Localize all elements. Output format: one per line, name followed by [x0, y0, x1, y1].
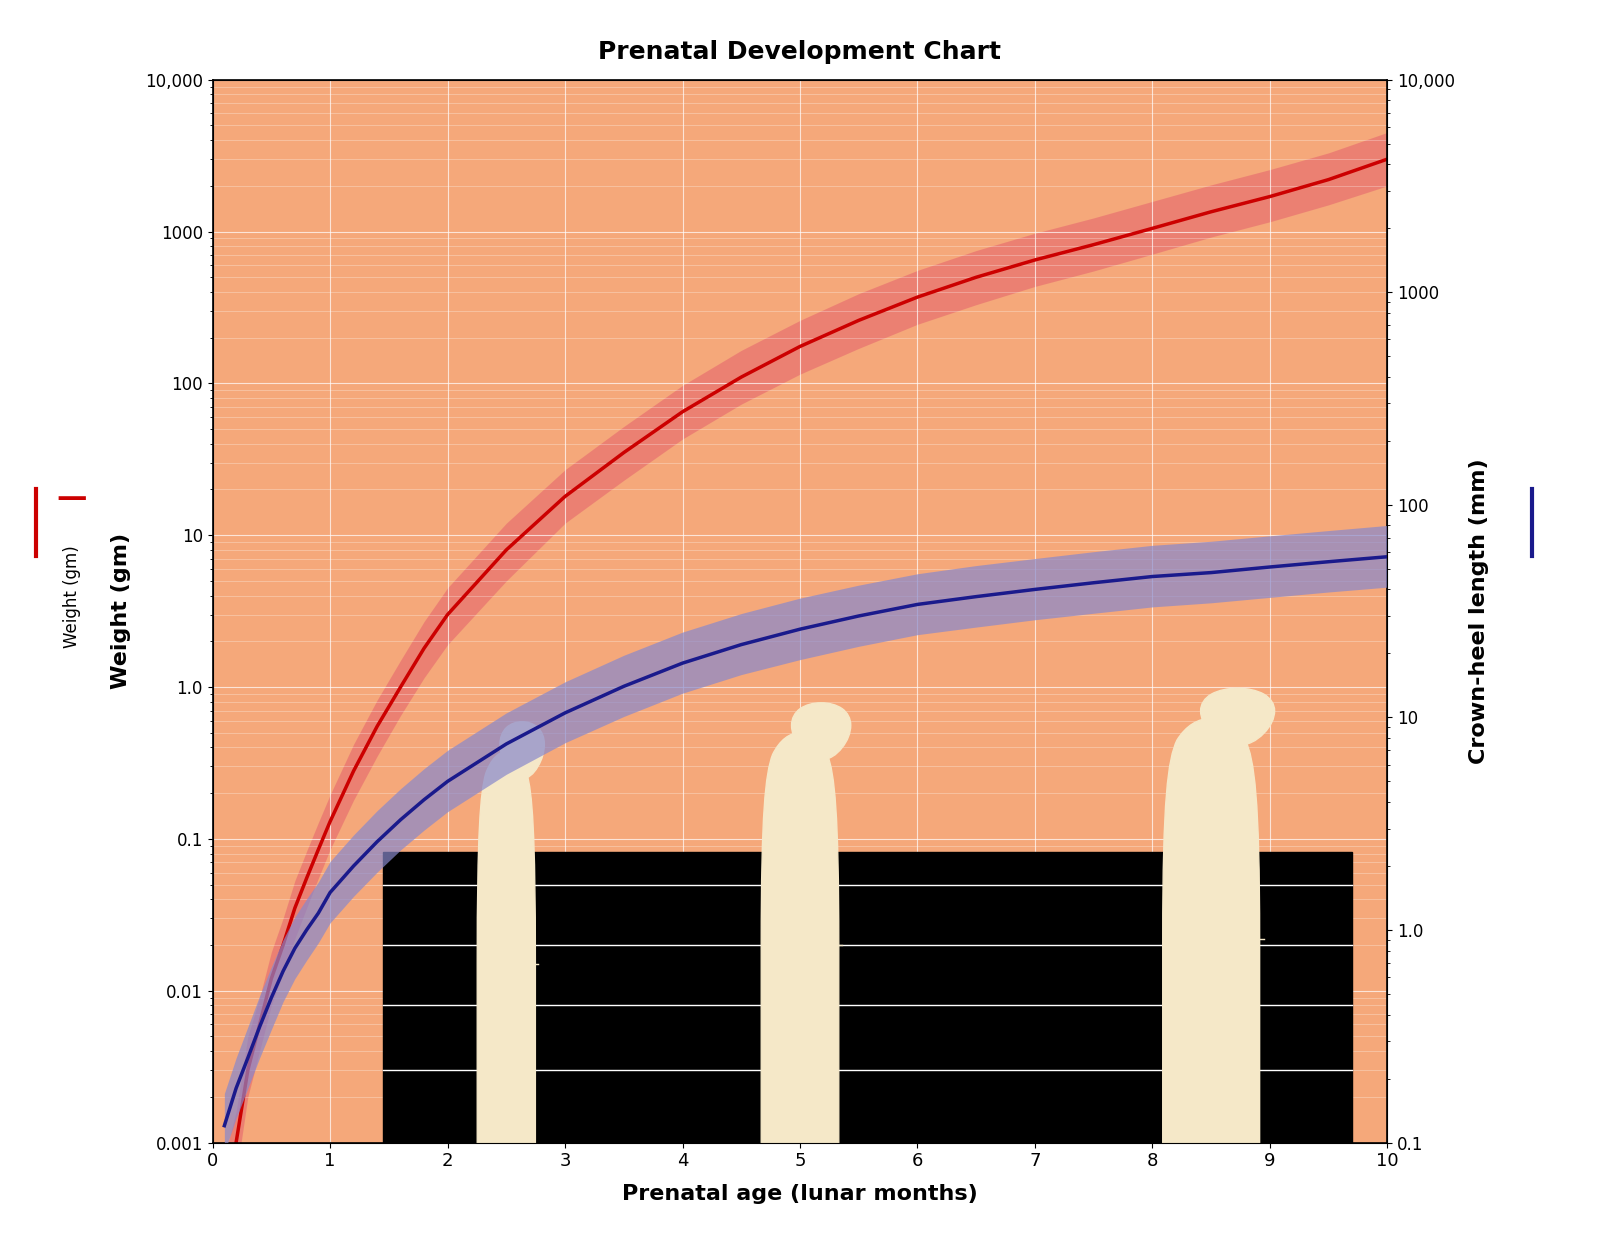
Bar [382, 852, 1352, 1142]
Title: Prenatal Development Chart: Prenatal Development Chart [598, 40, 1002, 63]
Y-axis label: Weight (gm): Weight (gm) [110, 532, 131, 689]
Text: —: — [56, 483, 88, 513]
Y-axis label: Crown-heel length (mm): Crown-heel length (mm) [1469, 458, 1490, 764]
Ellipse shape [762, 733, 838, 1244]
Ellipse shape [792, 703, 851, 760]
Text: Weight (gm): Weight (gm) [62, 546, 82, 648]
X-axis label: Prenatal age (lunar months): Prenatal age (lunar months) [622, 1184, 978, 1204]
Ellipse shape [1163, 718, 1259, 1244]
Ellipse shape [1200, 688, 1275, 745]
Ellipse shape [477, 751, 536, 1244]
Ellipse shape [499, 722, 544, 779]
